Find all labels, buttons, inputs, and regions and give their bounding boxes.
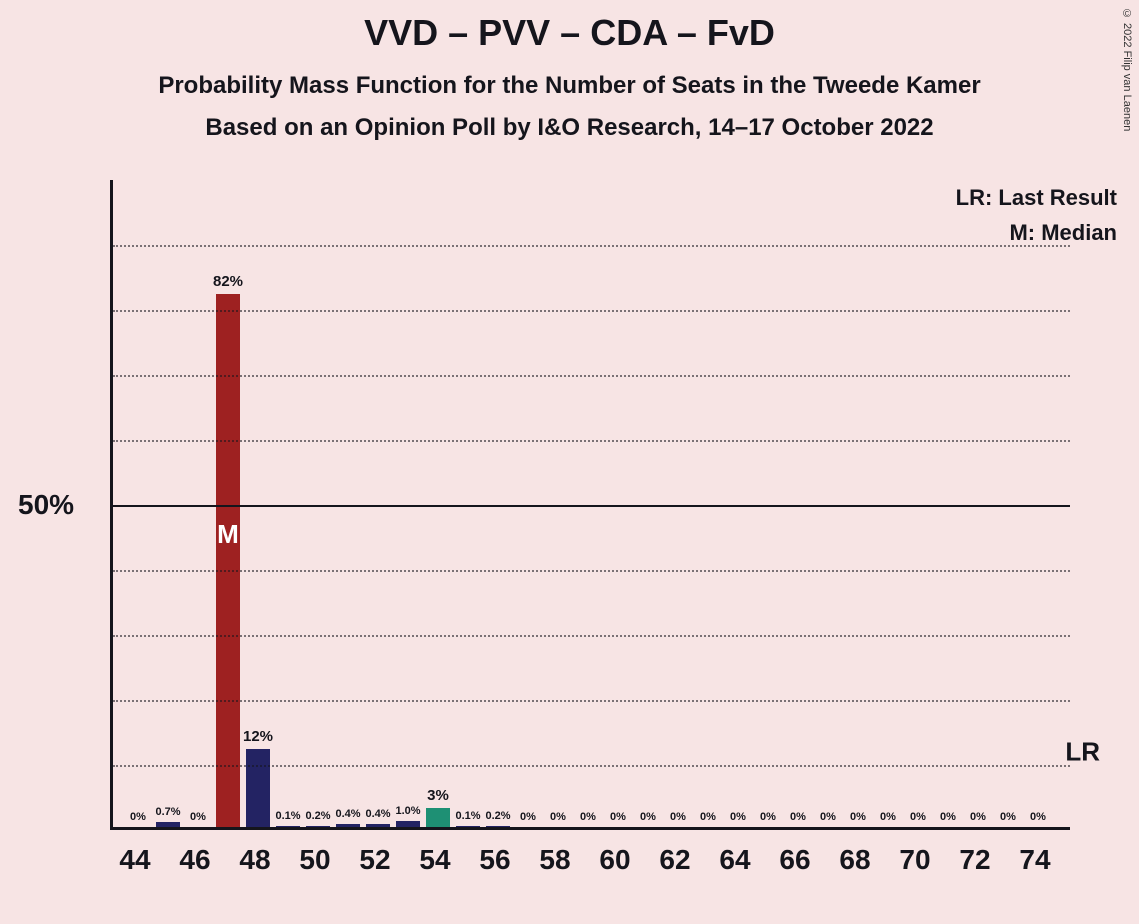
- x-tick-label: 48: [239, 844, 270, 876]
- x-tick-label: 66: [779, 844, 810, 876]
- bar-slot: 0%: [603, 180, 633, 827]
- plot-area: 0%0.7%0%M82%12%0.1%0.2%0.4%0.4%1.0%3%0.1…: [110, 180, 1070, 830]
- x-tick-label: 54: [419, 844, 450, 876]
- bar-slot: 0.2%: [303, 180, 333, 827]
- bar-slot: 0%: [663, 180, 693, 827]
- x-tick-label: 70: [899, 844, 930, 876]
- bar: [366, 824, 390, 827]
- gridline: [113, 505, 1070, 507]
- bar-slot: 0%: [933, 180, 963, 827]
- chart-subtitle2: Based on an Opinion Poll by I&O Research…: [0, 114, 1139, 142]
- bar-slot: 0%: [903, 180, 933, 827]
- bar-value-label: 1.0%: [388, 805, 428, 817]
- bar-slot: 0%: [573, 180, 603, 827]
- gridline: [113, 700, 1070, 702]
- bar-slot: 0%: [693, 180, 723, 827]
- bar-slot: 0%: [993, 180, 1023, 827]
- gridline: [113, 375, 1070, 377]
- copyright-text: © 2022 Filip van Laenen: [1121, 8, 1133, 131]
- bar: [156, 822, 180, 827]
- bars-container: 0%0.7%0%M82%12%0.1%0.2%0.4%0.4%1.0%3%0.1…: [113, 180, 1070, 827]
- bar: [276, 826, 300, 827]
- bar-slot: 0%: [123, 180, 153, 827]
- bar-slot: 0%: [543, 180, 573, 827]
- bar: [306, 826, 330, 827]
- bar-slot: 0.1%: [453, 180, 483, 827]
- bar-slot: 0.7%: [153, 180, 183, 827]
- x-axis-ticks: 44 46 48 50 52 54 56 58 60 62 64 66 68 70 72 74: [110, 830, 1095, 880]
- gridline: [113, 310, 1070, 312]
- y-axis-major-label: 50%: [18, 489, 74, 521]
- gridline: [113, 635, 1070, 637]
- bar-slot: 0%: [633, 180, 663, 827]
- median-marker: M: [217, 519, 239, 550]
- bar-slot: 0.2%: [483, 180, 513, 827]
- x-tick-label: 72: [959, 844, 990, 876]
- bar: M: [216, 294, 240, 827]
- gridline: [113, 765, 1070, 767]
- bar-value-label: 3%: [418, 787, 458, 804]
- bar: [246, 749, 270, 827]
- x-tick-label: 52: [359, 844, 390, 876]
- bar-value-label: 0%: [1018, 811, 1058, 823]
- bar-slot: 0%: [843, 180, 873, 827]
- x-tick-label: 64: [719, 844, 750, 876]
- bar-slot: 0%: [813, 180, 843, 827]
- x-tick-label: 56: [479, 844, 510, 876]
- chart-area: 0%0.7%0%M82%12%0.1%0.2%0.4%0.4%1.0%3%0.1…: [110, 180, 1095, 830]
- x-tick-label: 50: [299, 844, 330, 876]
- bar-slot: 0%: [963, 180, 993, 827]
- bar: [486, 826, 510, 827]
- bar-value-label: 82%: [208, 273, 248, 290]
- bar-slot: 0.4%: [363, 180, 393, 827]
- bar: [456, 826, 480, 827]
- bar: [396, 821, 420, 828]
- bar: [336, 824, 360, 827]
- gridline: [113, 440, 1070, 442]
- bar-value-label: 0%: [178, 811, 218, 823]
- lr-marker: LR: [1065, 737, 1100, 768]
- bar-slot: 0%: [753, 180, 783, 827]
- x-tick-label: 68: [839, 844, 870, 876]
- bar-slot: 0%: [783, 180, 813, 827]
- x-tick-label: 62: [659, 844, 690, 876]
- bar-slot: 12%: [243, 180, 273, 827]
- x-tick-label: 46: [179, 844, 210, 876]
- bar-slot: 0%: [1023, 180, 1053, 827]
- gridline: [113, 570, 1070, 572]
- x-tick-label: 60: [599, 844, 630, 876]
- x-tick-label: 58: [539, 844, 570, 876]
- bar-slot: 0%: [873, 180, 903, 827]
- bar: [426, 808, 450, 828]
- chart-title: VVD – PVV – CDA – FvD: [0, 0, 1139, 54]
- bar-slot: 3%: [423, 180, 453, 827]
- chart-subtitle: Probability Mass Function for the Number…: [0, 72, 1139, 100]
- bar-slot: 0%: [723, 180, 753, 827]
- bar-value-label: 12%: [238, 728, 278, 745]
- gridline: [113, 245, 1070, 247]
- bar-slot: 1.0%: [393, 180, 423, 827]
- bar-slot: 0.1%: [273, 180, 303, 827]
- x-tick-label: 44: [119, 844, 150, 876]
- x-tick-label: 74: [1019, 844, 1050, 876]
- bar-slot: 0%: [513, 180, 543, 827]
- bar-slot: 0.4%: [333, 180, 363, 827]
